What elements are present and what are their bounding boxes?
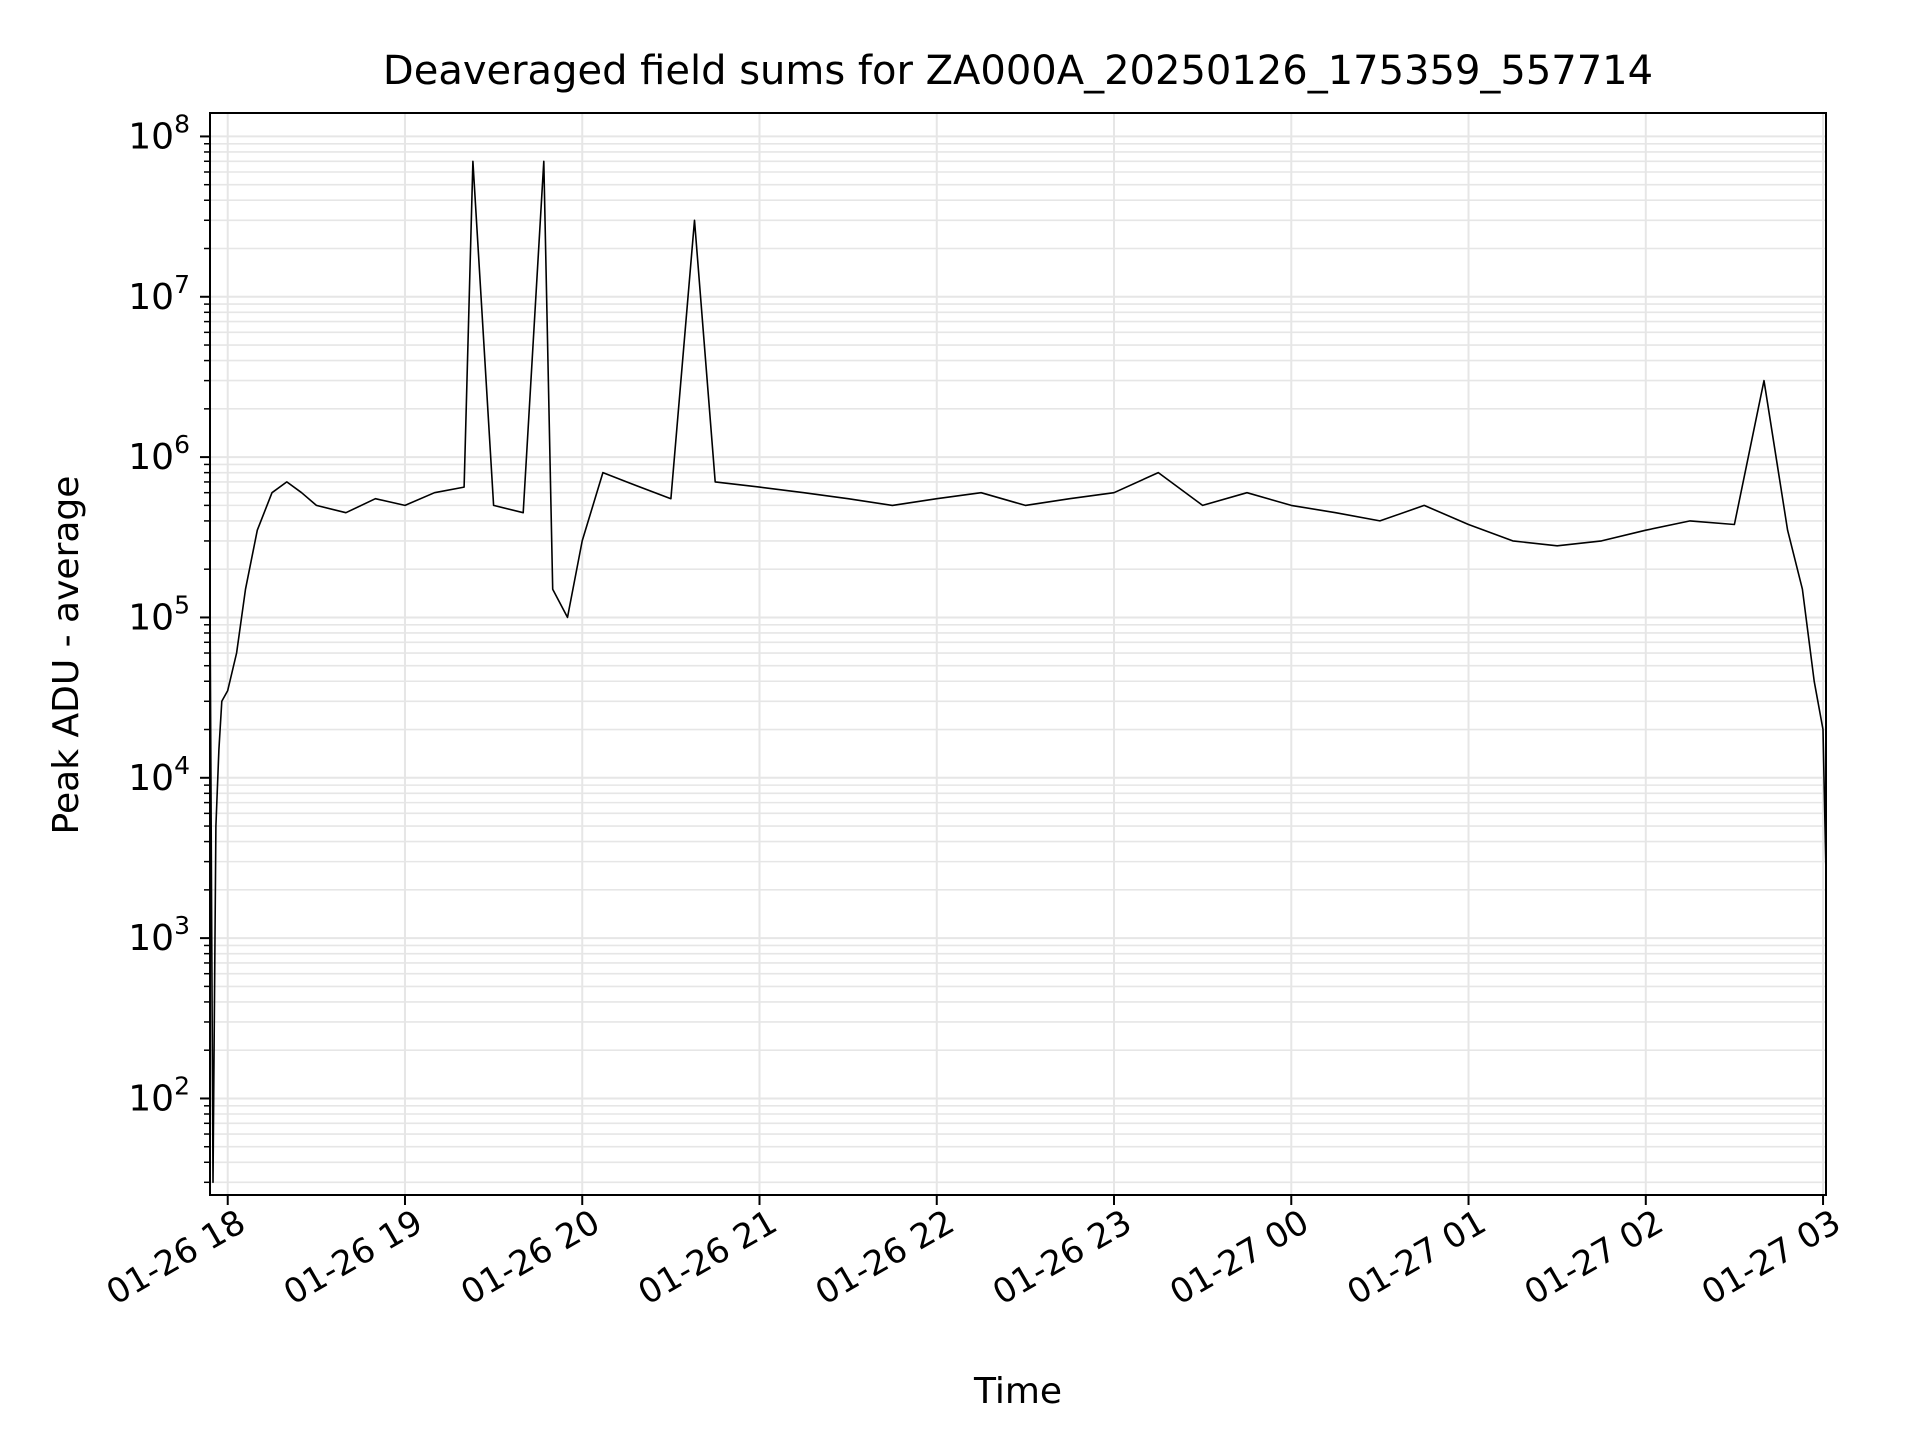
x-tick-label: 01-26 23 (986, 1202, 1138, 1313)
y-tick-label: 104 (128, 751, 190, 799)
x-tick-label: 01-26 20 (454, 1202, 606, 1313)
series-line (209, 160, 1827, 1184)
y-tick-label: 102 (128, 1071, 190, 1119)
x-tick-label: 01-26 19 (277, 1202, 429, 1313)
y-axis: 102 103 104 105 106 107 108 (128, 109, 210, 1184)
x-tick-label: 01-27 00 (1163, 1202, 1315, 1313)
x-tick-label: 01-27 02 (1518, 1202, 1670, 1313)
chart-title: Deaveraged field sums for ZA000A_2025012… (383, 48, 1653, 94)
x-tick-label: 01-26 21 (632, 1202, 784, 1313)
y-tick-label: 105 (128, 590, 190, 638)
y-tick-label: 108 (128, 109, 190, 157)
plot-area (209, 112, 1827, 1196)
x-tick-label: 01-26 18 (100, 1202, 252, 1313)
x-tick-label: 01-27 03 (1695, 1202, 1847, 1313)
x-tick-label: 01-26 22 (809, 1202, 961, 1313)
x-axis-label: Time (973, 1371, 1062, 1412)
x-tick-label: 01-27 01 (1341, 1202, 1493, 1313)
series-layer (209, 160, 1827, 1184)
grid (210, 113, 1826, 1195)
y-tick-label: 106 (128, 430, 190, 478)
y-tick-label: 103 (128, 911, 190, 959)
x-axis: 01-26 18 01-26 19 01-26 20 01-26 21 01-26 22… (100, 1195, 1848, 1313)
y-tick-label: 107 (128, 270, 190, 318)
y-axis-label: Peak ADU - average (46, 476, 87, 835)
